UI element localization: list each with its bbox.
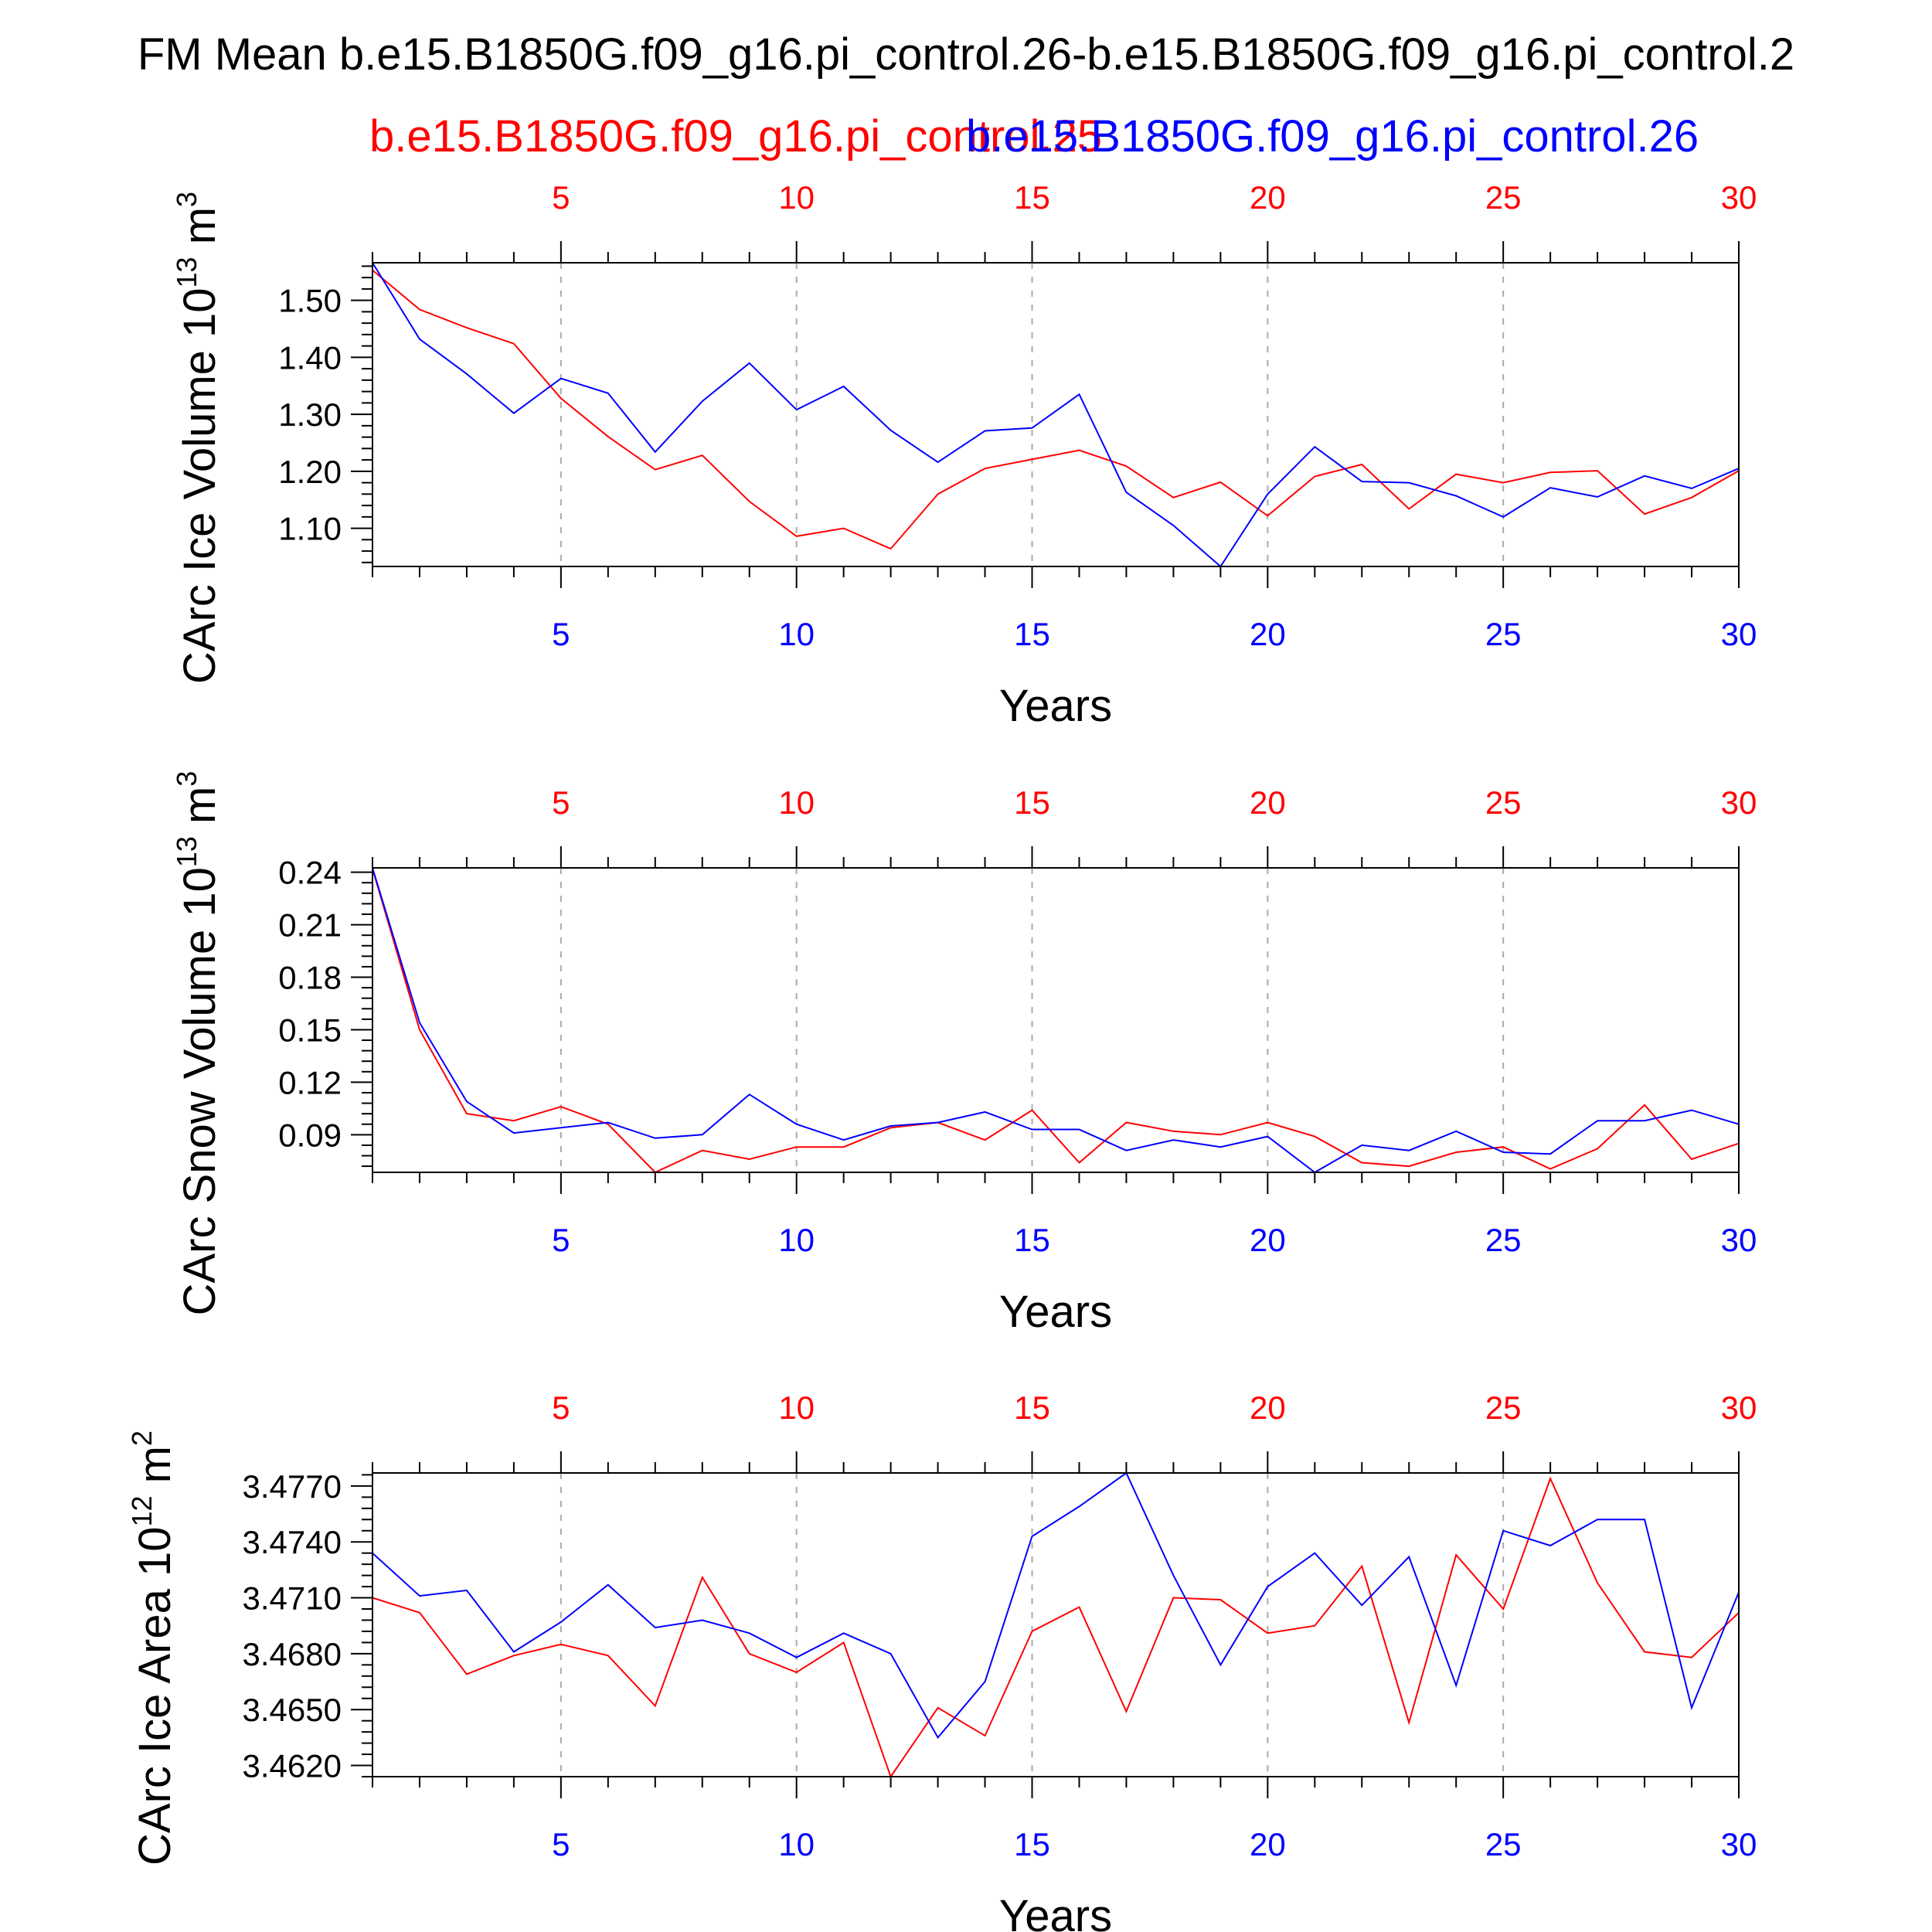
plot-frame	[372, 1472, 1740, 1777]
x-tick-label-top: 30	[1721, 179, 1757, 216]
x-tick-label-bottom: 20	[1250, 616, 1286, 652]
x-tick-label-top: 15	[1014, 179, 1050, 216]
chart-main-title: FM Mean b.e15.B1850G.f09_g16.pi_control.…	[138, 29, 1794, 80]
x-tick-label-bottom: 15	[1014, 1222, 1050, 1258]
chart-panel-3: 3.4620 3.4650 3.4680 3.4710 3.4740 3.4770 5 5 10…	[126, 1389, 1757, 1932]
x-tick-label-top: 25	[1485, 1389, 1522, 1426]
y-tick-label: 0.12	[278, 1064, 342, 1100]
x-tick-label-bottom: 30	[1721, 616, 1757, 652]
x-tick-label-top: 10	[778, 784, 815, 821]
y-tick-label: 1.20	[278, 454, 342, 490]
x-tick-label-bottom: 20	[1250, 1222, 1286, 1258]
chart-panel-2: 0.09 0.12 0.15 0.18 0.21 0.24 5 5 10 10 15 15 20 20 25…	[171, 771, 1757, 1337]
x-tick-label-bottom: 5	[552, 616, 570, 652]
legend-series-blue: b.e15.B1850G.f09_g16.pi_control.26	[966, 111, 1699, 162]
x-tick-label-bottom: 25	[1485, 1826, 1522, 1862]
x-tick-label-bottom: 25	[1485, 1222, 1522, 1258]
y-tick-label: 1.30	[278, 396, 342, 433]
x-tick-label-bottom: 15	[1014, 1826, 1050, 1862]
x-tick-label-top: 5	[552, 1389, 570, 1426]
x-tick-label-top: 25	[1485, 784, 1522, 821]
x-tick-label-bottom: 10	[778, 1222, 815, 1258]
x-axis-label: Years	[999, 681, 1112, 731]
series-line-blue	[372, 867, 1740, 1174]
x-tick-label-top: 20	[1250, 179, 1286, 216]
y-tick-label: 0.09	[278, 1117, 342, 1153]
y-tick-label: 0.24	[278, 855, 342, 891]
x-tick-label-top: 30	[1721, 1389, 1757, 1426]
y-tick-label: 1.50	[278, 283, 342, 319]
plot-frame	[372, 867, 1740, 1173]
y-tick-label: 1.40	[278, 339, 342, 376]
y-tick-label: 3.4770	[243, 1468, 342, 1505]
x-axis-label: Years	[999, 1287, 1112, 1337]
y-tick-label: 3.4620	[243, 1748, 342, 1784]
y-axis-label: CArc Ice Area 1012 m2	[126, 1430, 180, 1866]
x-tick-label-top: 30	[1721, 784, 1757, 821]
x-tick-label-bottom: 30	[1721, 1222, 1757, 1258]
y-tick-label: 0.18	[278, 960, 342, 996]
y-axis-label: CArc Snow Volume 1013 m3	[171, 771, 225, 1316]
x-tick-label-bottom: 20	[1250, 1826, 1286, 1862]
x-tick-label-bottom: 30	[1721, 1826, 1757, 1862]
x-tick-label-top: 10	[778, 1389, 815, 1426]
x-tick-label-bottom: 10	[778, 616, 815, 652]
x-tick-label-bottom: 25	[1485, 616, 1522, 652]
x-tick-label-bottom: 5	[552, 1826, 570, 1862]
x-tick-label-top: 10	[778, 179, 815, 216]
x-tick-label-top: 5	[552, 784, 570, 821]
series-line-blue	[372, 262, 1740, 568]
x-tick-label-bottom: 10	[778, 1826, 815, 1862]
x-tick-label-top: 25	[1485, 179, 1522, 216]
x-tick-label-bottom: 5	[552, 1222, 570, 1258]
y-tick-label: 1.10	[278, 511, 342, 547]
x-tick-label-top: 5	[552, 179, 570, 216]
y-tick-label: 3.4740	[243, 1524, 342, 1560]
y-tick-label: 3.4710	[243, 1580, 342, 1617]
y-tick-label: 0.15	[278, 1012, 342, 1048]
y-tick-label: 3.4680	[243, 1636, 342, 1672]
x-tick-label-top: 20	[1250, 1389, 1286, 1426]
x-axis-label: Years	[999, 1891, 1112, 1932]
chart-panels: 1.10 1.20 1.30 1.40 1.50 5 5 10 10 15 15 20 20 25 25 30…	[126, 179, 1757, 1932]
y-tick-label: 0.21	[278, 907, 342, 944]
series-line-blue	[372, 1471, 1740, 1740]
y-tick-label: 3.4650	[243, 1692, 342, 1728]
legend-series-red: b.e15.B1850G.f09_g16.pi_control.25	[369, 111, 1102, 162]
x-tick-label-top: 15	[1014, 1389, 1050, 1426]
series-line-red	[372, 269, 1740, 550]
series-line-red	[372, 1476, 1740, 1779]
chart-panel-1: 1.10 1.20 1.30 1.40 1.50 5 5 10 10 15 15 20 20 25 25 30…	[171, 179, 1757, 731]
plot-frame	[372, 262, 1740, 567]
y-axis-label: CArc Ice Volume 1013 m3	[171, 192, 225, 684]
x-tick-label-top: 20	[1250, 784, 1286, 821]
x-tick-label-top: 15	[1014, 784, 1050, 821]
series-line-red	[372, 868, 1740, 1174]
x-tick-label-bottom: 15	[1014, 616, 1050, 652]
